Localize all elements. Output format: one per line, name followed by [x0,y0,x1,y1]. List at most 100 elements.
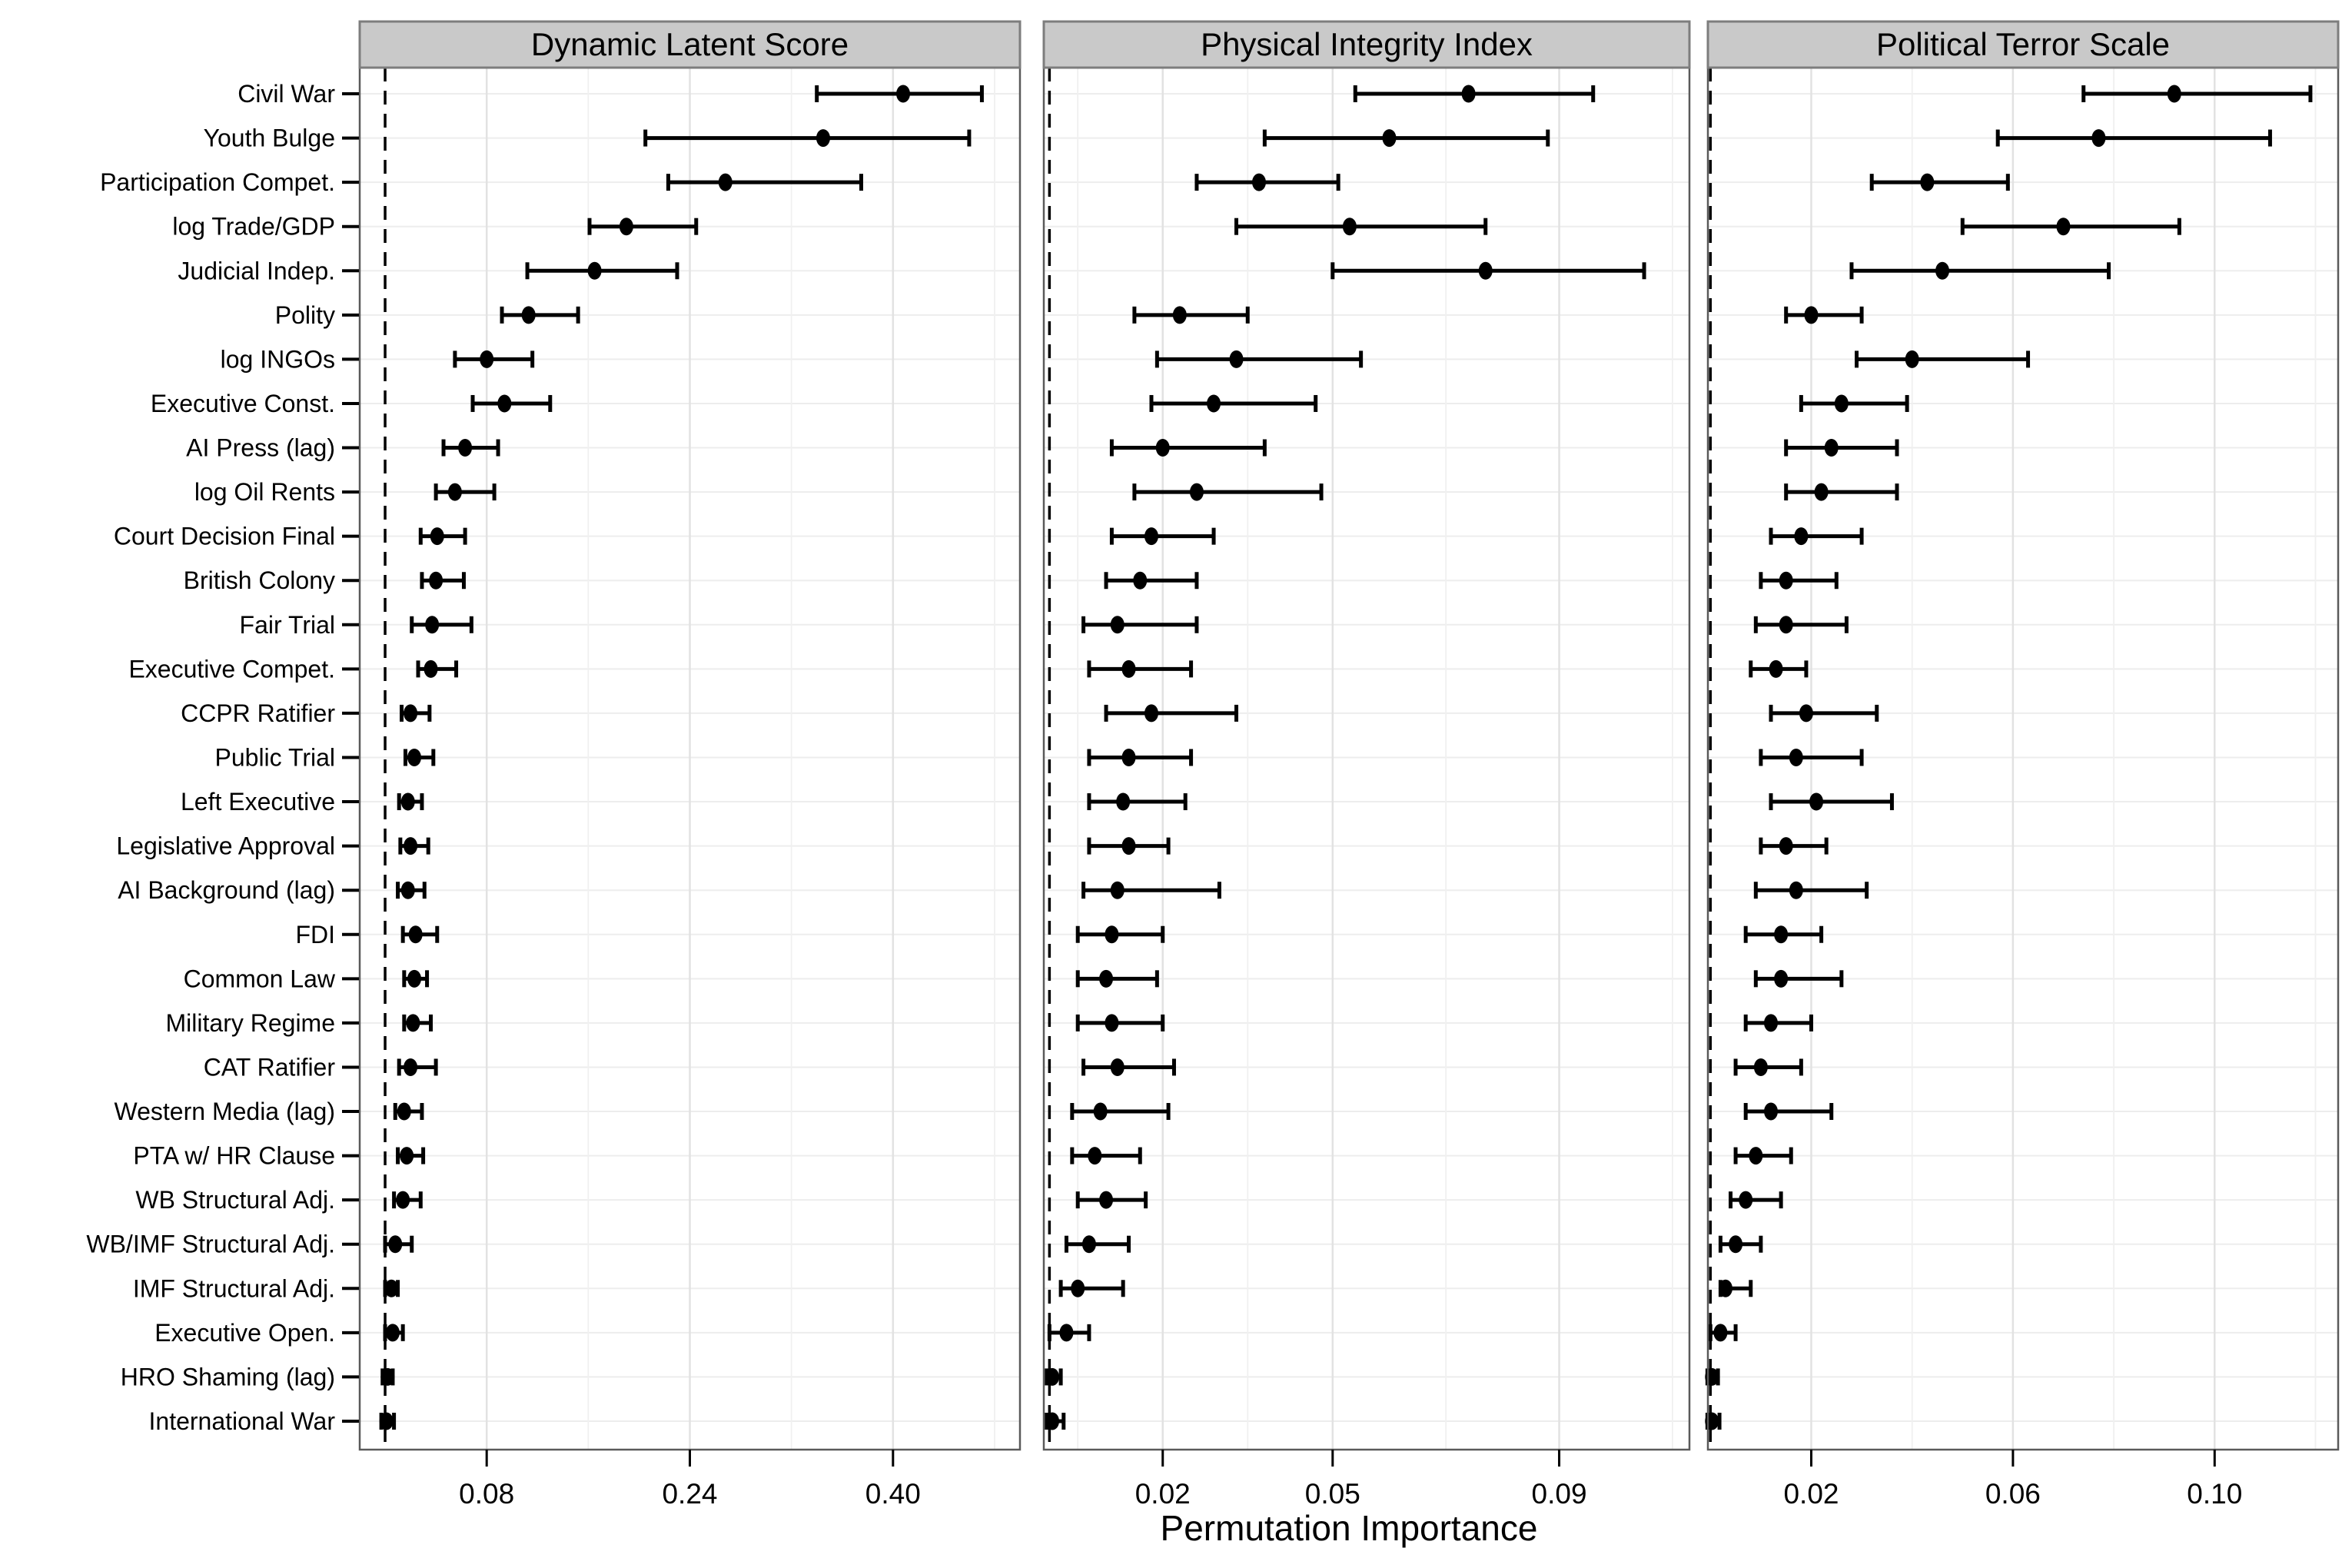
x-tick-label: 0.24 [662,1478,717,1510]
data-point [1461,85,1476,103]
y-category-label: Common Law [184,965,336,992]
data-point [1133,571,1148,590]
data-point [1789,748,1803,766]
data-point [1059,1324,1074,1342]
y-category-label: CAT Ratifier [204,1053,336,1081]
y-category-label: Left Executive [181,788,335,816]
data-point [1764,1102,1778,1121]
data-point [404,837,418,855]
data-point [1099,969,1114,988]
data-point [896,85,911,103]
data-point [1229,350,1244,368]
data-point [1779,837,1793,855]
y-category-label: Polity [275,301,335,329]
data-point [1045,1367,1060,1386]
data-point [400,1147,414,1165]
y-category-label: Court Decision Final [114,523,335,550]
facet-title: Political Terror Scale [1876,26,2170,62]
data-point [497,394,512,413]
data-point [1764,1014,1778,1032]
y-category-label: British Colony [184,566,335,594]
data-point [458,439,473,457]
y-category-label: Participation Compet. [100,168,335,196]
data-point [619,218,633,236]
data-point [1814,483,1829,501]
data-point [1116,792,1131,811]
y-category-label: log Oil Rents [194,478,335,506]
facet-panel-1: Physical Integrity Index 0.02 0.05 0.09 [1042,20,1691,1510]
data-point [1110,881,1125,899]
facet-header [1042,20,1691,69]
data-point [1809,792,1824,811]
data-point [1093,1102,1108,1121]
data-point [400,792,415,811]
data-point [1769,659,1783,678]
x-tick-label: 0.05 [1305,1478,1360,1510]
data-point [1155,439,1170,457]
data-point [407,969,422,988]
data-point [447,483,462,501]
data-point [1779,616,1793,634]
y-category-label: WB/IMF Structural Adj. [86,1231,335,1258]
data-point [1071,1279,1085,1297]
y-category-label: log Trade/GDP [172,213,335,241]
data-point [1779,571,1793,590]
data-point [384,1279,399,1297]
data-point [396,1191,410,1209]
data-point [379,1412,394,1430]
y-category-label: CCPR Ratifier [181,699,335,727]
data-point [1105,925,1119,944]
data-point [1789,881,1803,899]
x-tick-label: 0.40 [865,1478,921,1510]
y-category-label: Judicial Indep. [178,257,335,284]
facet-header [1706,20,2340,69]
data-point [1110,1058,1125,1076]
facet-header [358,20,1022,69]
y-category-label: Executive Const. [151,390,335,417]
data-point [1342,218,1357,236]
data-point [1189,483,1204,501]
data-point [407,748,422,766]
data-point [1774,969,1789,988]
data-point [1121,659,1136,678]
y-category-label: International War [149,1407,336,1435]
x-tick-label: 0.10 [2187,1478,2242,1510]
y-category-label: Western Media (lag) [114,1098,335,1125]
data-point [1105,1014,1119,1032]
data-point [1824,439,1839,457]
data-point [397,1102,411,1121]
facet-panel-2: Political Terror Scale 0.02 0.06 0.10 [1705,20,2340,1510]
data-point [430,527,444,546]
y-category-label: AI Background (lag) [118,876,335,904]
y-axis: Civil War Youth Bulge Participation Compet… [86,80,359,1435]
x-tick-label: 0.06 [1985,1478,2041,1510]
y-category-label: Legislative Approval [116,832,335,860]
data-point [1739,1191,1753,1209]
data-point [380,1367,395,1386]
data-point [587,261,602,280]
data-point [480,350,494,368]
data-point [1799,704,1813,723]
data-point [1753,1058,1768,1076]
data-point [1252,173,1266,191]
y-category-label: IMF Structural Adj. [133,1274,335,1302]
y-category-label: FDI [295,921,335,948]
data-point [1905,350,1919,368]
y-category-label: Executive Open. [154,1319,335,1347]
data-point [1110,616,1125,634]
x-tick-label: 0.02 [1783,1478,1839,1510]
y-category-label: log INGOs [221,345,335,373]
y-category-label: WB Structural Adj. [135,1186,335,1214]
data-point [1804,306,1819,324]
data-point [1774,925,1789,944]
data-point [1207,394,1221,413]
data-point [1382,129,1397,148]
y-category-label: Public Trial [215,743,336,771]
data-point [388,1235,403,1254]
data-point [406,1014,420,1032]
y-category-label: AI Press (lag) [186,434,335,462]
x-axis-title: Permutation Importance [1161,1508,1538,1548]
x-tick-label: 0.02 [1135,1478,1191,1510]
data-point [408,925,423,944]
